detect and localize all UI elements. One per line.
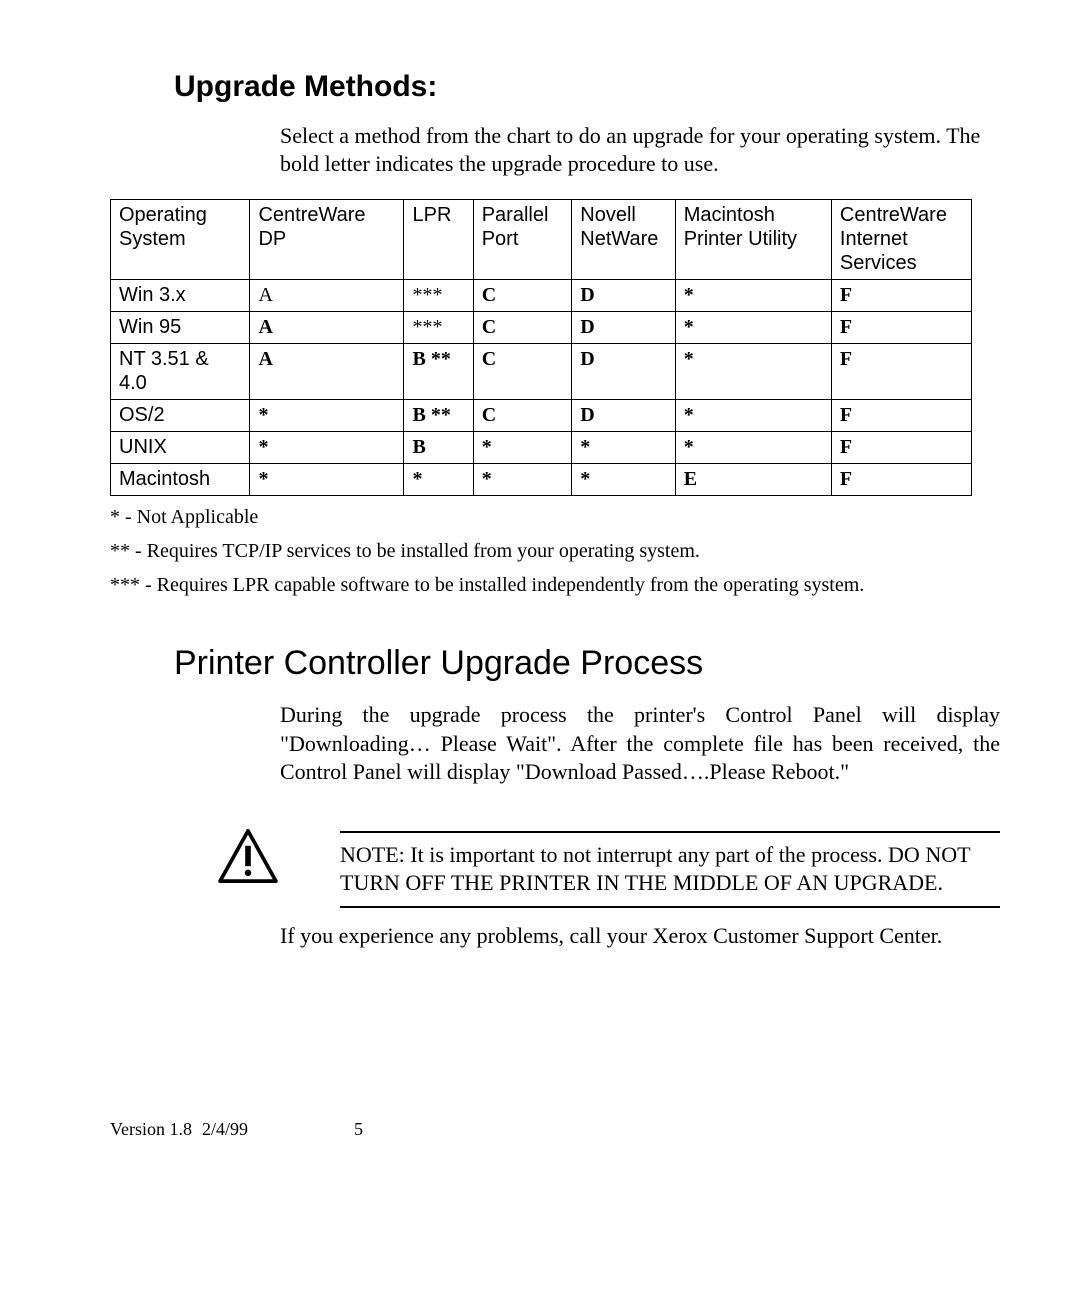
table-cell: E [675,464,831,496]
table-cell: C [473,280,572,312]
table-row: Macintosh****EF [111,464,972,496]
table-cell: D [572,400,675,432]
table-row: Win 3.xA***CD*F [111,280,972,312]
table-cell: D [572,312,675,344]
table-cell: C [473,344,572,400]
table-cell: B [404,432,473,464]
table-header-cell: MacintoshPrinter Utility [675,200,831,280]
table-cell: A [250,312,404,344]
os-cell: Macintosh [111,464,250,496]
table-header-cell: ParallelPort [473,200,572,280]
table-cell: A [250,280,404,312]
intro-paragraph: Select a method from the chart to do an … [280,122,1000,177]
table-header-cell: NovellNetWare [572,200,675,280]
table-cell: * [572,464,675,496]
table-cell: F [831,280,971,312]
upgrade-methods-table: OperatingSystemCentreWare DPLPRParallelP… [110,199,972,496]
table-header-cell: LPR [404,200,473,280]
table-row: NT 3.51 & 4.0AB **CD*F [111,344,972,400]
table-cell: * [675,344,831,400]
table-header-row: OperatingSystemCentreWare DPLPRParallelP… [111,200,972,280]
warning-icon [218,829,278,888]
table-cell: * [675,400,831,432]
os-cell: OS/2 [111,400,250,432]
table-cell: F [831,400,971,432]
warning-note: NOTE: It is important to not interrupt a… [218,831,1000,908]
footnote-line: ** - Requires TCP/IP services to be inst… [110,536,970,566]
table-row: OS/2*B **CD*F [111,400,972,432]
table-cell: * [675,312,831,344]
footnote-line: *** - Requires LPR capable software to b… [110,570,970,600]
table-cell: B ** [404,400,473,432]
table-cell: B ** [404,344,473,400]
table-row: Win 95A***CD*F [111,312,972,344]
table-cell: * [473,464,572,496]
support-paragraph: If you experience any problems, call you… [280,922,1000,951]
page: Upgrade Methods: Select a method from th… [0,0,1080,1296]
footnote-line: * - Not Applicable [110,502,970,532]
table-cell: * [404,464,473,496]
table-cell: *** [404,312,473,344]
table-cell: F [831,344,971,400]
heading-upgrade-process: Printer Controller Upgrade Process [174,644,970,683]
note-text: NOTE: It is important to not interrupt a… [340,841,1000,898]
table-header-cell: CentreWare DP [250,200,404,280]
note-rule-bottom [340,906,1000,908]
table-cell: * [473,432,572,464]
table-cell: * [250,464,404,496]
heading-upgrade-methods: Upgrade Methods: [174,70,970,104]
table-header-cell: OperatingSystem [111,200,250,280]
table-cell: * [250,432,404,464]
table-cell: F [831,464,971,496]
table-cell: F [831,432,971,464]
table-cell: *** [404,280,473,312]
note-line1: NOTE: It is important to not interrupt a… [340,842,971,867]
process-paragraph: During the upgrade process the printer's… [280,701,1000,787]
table-cell: * [675,432,831,464]
os-cell: Win 95 [111,312,250,344]
os-cell: Win 3.x [111,280,250,312]
footnotes: * - Not Applicable ** - Requires TCP/IP s… [110,502,970,600]
note-line2: TURN OFF THE PRINTER IN THE MIDDLE OF AN… [340,870,943,895]
table-cell: D [572,280,675,312]
table-header-cell: CentreWareInternetServices [831,200,971,280]
table-cell: * [675,280,831,312]
table-row: UNIX*B***F [111,432,972,464]
footer-page-number: 5 [354,1119,394,1140]
page-footer: Version 1.8 2/4/99 5 [110,1119,394,1140]
note-rule-top [340,831,1000,833]
os-cell: UNIX [111,432,250,464]
table-cell: * [572,432,675,464]
os-cell: NT 3.51 & 4.0 [111,344,250,400]
footer-date: 2/4/99 [202,1119,354,1140]
table-cell: A [250,344,404,400]
table-cell: F [831,312,971,344]
table-cell: C [473,400,572,432]
table-cell: * [250,400,404,432]
footer-version: Version 1.8 [110,1119,202,1140]
table-cell: D [572,344,675,400]
table-cell: C [473,312,572,344]
